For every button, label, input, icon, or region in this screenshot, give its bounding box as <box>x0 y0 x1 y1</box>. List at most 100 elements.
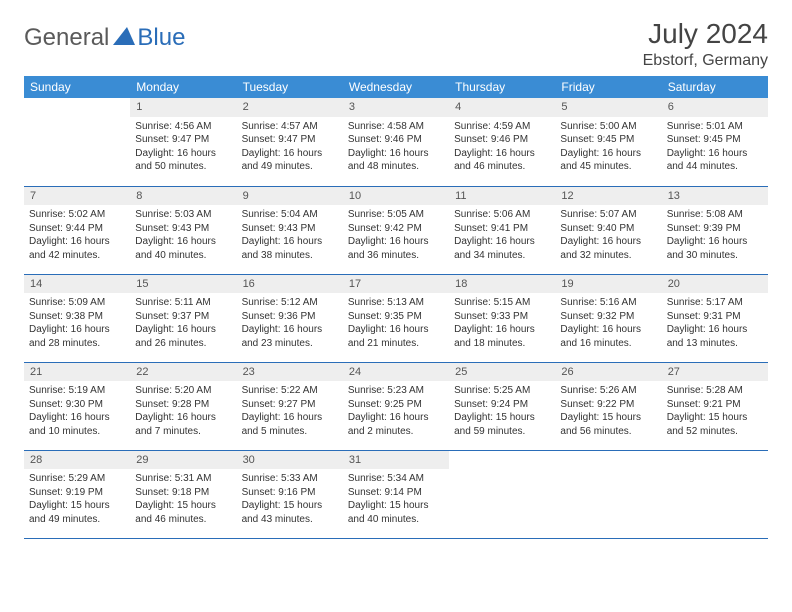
weekday-header: Thursday <box>449 76 555 98</box>
daylight-line: Daylight: 16 hours and 40 minutes. <box>135 235 231 262</box>
day-body: Sunrise: 5:13 AMSunset: 9:35 PMDaylight:… <box>343 293 449 354</box>
sunrise-line: Sunrise: 5:34 AM <box>348 472 444 486</box>
daylight-line: Daylight: 16 hours and 50 minutes. <box>135 147 231 174</box>
calendar-day-cell: 3Sunrise: 4:58 AMSunset: 9:46 PMDaylight… <box>343 98 449 186</box>
calendar-day-cell: 12Sunrise: 5:07 AMSunset: 9:40 PMDayligh… <box>555 186 661 274</box>
calendar-day-cell: 10Sunrise: 5:05 AMSunset: 9:42 PMDayligh… <box>343 186 449 274</box>
daylight-line: Daylight: 15 hours and 40 minutes. <box>348 499 444 526</box>
page-title: July 2024 <box>643 18 768 50</box>
weekday-header: Monday <box>130 76 236 98</box>
sunset-line: Sunset: 9:24 PM <box>454 398 550 412</box>
calendar-day-cell: 19Sunrise: 5:16 AMSunset: 9:32 PMDayligh… <box>555 274 661 362</box>
sunset-line: Sunset: 9:45 PM <box>667 133 763 147</box>
sunrise-line: Sunrise: 4:57 AM <box>242 120 338 134</box>
day-number: 2 <box>237 98 343 117</box>
daylight-line: Daylight: 16 hours and 34 minutes. <box>454 235 550 262</box>
sunset-line: Sunset: 9:46 PM <box>454 133 550 147</box>
sunrise-line: Sunrise: 4:58 AM <box>348 120 444 134</box>
sunrise-line: Sunrise: 5:23 AM <box>348 384 444 398</box>
day-body: Sunrise: 5:04 AMSunset: 9:43 PMDaylight:… <box>237 205 343 266</box>
calendar-day-cell: 8Sunrise: 5:03 AMSunset: 9:43 PMDaylight… <box>130 186 236 274</box>
day-number: 5 <box>555 98 661 117</box>
day-body: Sunrise: 5:17 AMSunset: 9:31 PMDaylight:… <box>662 293 768 354</box>
calendar-day-cell: 21Sunrise: 5:19 AMSunset: 9:30 PMDayligh… <box>24 362 130 450</box>
day-body: Sunrise: 5:01 AMSunset: 9:45 PMDaylight:… <box>662 117 768 178</box>
daylight-line: Daylight: 15 hours and 46 minutes. <box>135 499 231 526</box>
sunset-line: Sunset: 9:30 PM <box>29 398 125 412</box>
sunrise-line: Sunrise: 5:16 AM <box>560 296 656 310</box>
header: General Blue July 2024 Ebstorf, Germany <box>24 18 768 70</box>
daylight-line: Daylight: 16 hours and 42 minutes. <box>29 235 125 262</box>
calendar-day-cell: 22Sunrise: 5:20 AMSunset: 9:28 PMDayligh… <box>130 362 236 450</box>
sunset-line: Sunset: 9:18 PM <box>135 486 231 500</box>
sunrise-line: Sunrise: 4:59 AM <box>454 120 550 134</box>
calendar-week-row: 21Sunrise: 5:19 AMSunset: 9:30 PMDayligh… <box>24 362 768 450</box>
day-number: 15 <box>130 275 236 294</box>
calendar-day-cell: 18Sunrise: 5:15 AMSunset: 9:33 PMDayligh… <box>449 274 555 362</box>
weekday-header: Wednesday <box>343 76 449 98</box>
day-number: 21 <box>24 363 130 382</box>
day-number: 13 <box>662 187 768 206</box>
brand-part2: Blue <box>137 24 185 52</box>
day-body: Sunrise: 5:02 AMSunset: 9:44 PMDaylight:… <box>24 205 130 266</box>
sunrise-line: Sunrise: 5:17 AM <box>667 296 763 310</box>
day-body: Sunrise: 4:58 AMSunset: 9:46 PMDaylight:… <box>343 117 449 178</box>
day-body: Sunrise: 5:28 AMSunset: 9:21 PMDaylight:… <box>662 381 768 442</box>
sunrise-line: Sunrise: 5:22 AM <box>242 384 338 398</box>
day-number: 1 <box>130 98 236 117</box>
sunset-line: Sunset: 9:22 PM <box>560 398 656 412</box>
day-number: 28 <box>24 451 130 470</box>
day-body: Sunrise: 5:23 AMSunset: 9:25 PMDaylight:… <box>343 381 449 442</box>
calendar-day-cell: 5Sunrise: 5:00 AMSunset: 9:45 PMDaylight… <box>555 98 661 186</box>
sunset-line: Sunset: 9:47 PM <box>242 133 338 147</box>
brand-part1: General <box>24 24 109 52</box>
daylight-line: Daylight: 16 hours and 46 minutes. <box>454 147 550 174</box>
calendar-day-cell: 25Sunrise: 5:25 AMSunset: 9:24 PMDayligh… <box>449 362 555 450</box>
sunset-line: Sunset: 9:21 PM <box>667 398 763 412</box>
sunrise-line: Sunrise: 5:12 AM <box>242 296 338 310</box>
day-body: Sunrise: 5:26 AMSunset: 9:22 PMDaylight:… <box>555 381 661 442</box>
daylight-line: Daylight: 16 hours and 28 minutes. <box>29 323 125 350</box>
daylight-line: Daylight: 15 hours and 43 minutes. <box>242 499 338 526</box>
calendar-day-cell: 29Sunrise: 5:31 AMSunset: 9:18 PMDayligh… <box>130 450 236 538</box>
sunrise-line: Sunrise: 5:08 AM <box>667 208 763 222</box>
title-block: July 2024 Ebstorf, Germany <box>643 18 768 70</box>
sunrise-line: Sunrise: 4:56 AM <box>135 120 231 134</box>
calendar-day-cell: 16Sunrise: 5:12 AMSunset: 9:36 PMDayligh… <box>237 274 343 362</box>
calendar-day-cell: 27Sunrise: 5:28 AMSunset: 9:21 PMDayligh… <box>662 362 768 450</box>
sunrise-line: Sunrise: 5:13 AM <box>348 296 444 310</box>
sunrise-line: Sunrise: 5:01 AM <box>667 120 763 134</box>
sunset-line: Sunset: 9:27 PM <box>242 398 338 412</box>
daylight-line: Daylight: 16 hours and 36 minutes. <box>348 235 444 262</box>
calendar-day-cell: 28Sunrise: 5:29 AMSunset: 9:19 PMDayligh… <box>24 450 130 538</box>
calendar-day-cell: 2 Sunrise: 4:57 AMSunset: 9:47 PMDaylight… <box>237 98 343 186</box>
weekday-header: Saturday <box>662 76 768 98</box>
sunset-line: Sunset: 9:43 PM <box>135 222 231 236</box>
daylight-line: Daylight: 16 hours and 26 minutes. <box>135 323 231 350</box>
day-body: Sunrise: 5:29 AMSunset: 9:19 PMDaylight:… <box>24 469 130 530</box>
sunset-line: Sunset: 9:45 PM <box>560 133 656 147</box>
sunset-line: Sunset: 9:40 PM <box>560 222 656 236</box>
day-body: Sunrise: 5:06 AMSunset: 9:41 PMDaylight:… <box>449 205 555 266</box>
calendar-table: SundayMondayTuesdayWednesdayThursdayFrid… <box>24 76 768 539</box>
brand-logo: General Blue <box>24 24 185 52</box>
day-number: 12 <box>555 187 661 206</box>
sunrise-line: Sunrise: 5:19 AM <box>29 384 125 398</box>
sunrise-line: Sunrise: 5:15 AM <box>454 296 550 310</box>
day-body: Sunrise: 4:56 AMSunset: 9:47 PMDaylight:… <box>130 117 236 178</box>
daylight-line: Daylight: 16 hours and 49 minutes. <box>242 147 338 174</box>
sunset-line: Sunset: 9:41 PM <box>454 222 550 236</box>
sunset-line: Sunset: 9:47 PM <box>135 133 231 147</box>
day-body: Sunrise: 5:08 AMSunset: 9:39 PMDaylight:… <box>662 205 768 266</box>
day-body: Sunrise: 5:19 AMSunset: 9:30 PMDaylight:… <box>24 381 130 442</box>
daylight-line: Daylight: 16 hours and 18 minutes. <box>454 323 550 350</box>
sunset-line: Sunset: 9:32 PM <box>560 310 656 324</box>
day-number: 18 <box>449 275 555 294</box>
day-body: Sunrise: 5:09 AMSunset: 9:38 PMDaylight:… <box>24 293 130 354</box>
sunrise-line: Sunrise: 5:29 AM <box>29 472 125 486</box>
day-number: 23 <box>237 363 343 382</box>
sunrise-line: Sunrise: 5:07 AM <box>560 208 656 222</box>
calendar-day-cell: 13Sunrise: 5:08 AMSunset: 9:39 PMDayligh… <box>662 186 768 274</box>
day-number: 6 <box>662 98 768 117</box>
daylight-line: Daylight: 16 hours and 44 minutes. <box>667 147 763 174</box>
